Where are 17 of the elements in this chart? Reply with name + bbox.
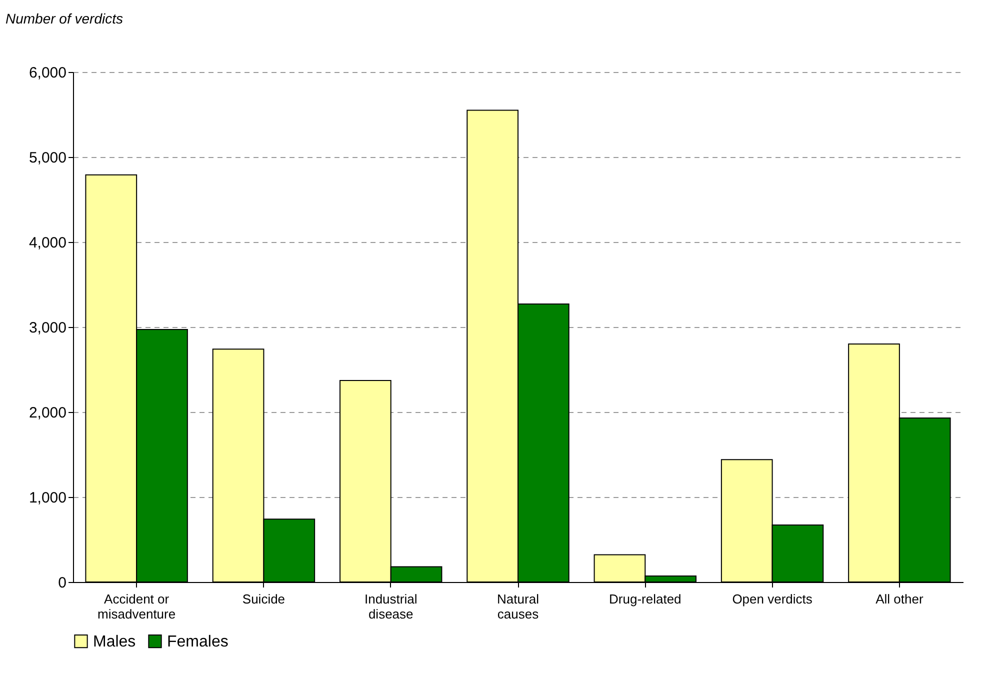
x-tick-label: Natural causes (497, 592, 540, 622)
y-tick-label: 1,000 (28, 490, 66, 506)
legend-label: Males (93, 633, 136, 650)
legend-label: Females (167, 633, 228, 650)
x-tick-label: Accident or misadventure (98, 592, 176, 622)
y-tick-label: 4,000 (28, 234, 66, 252)
y-axis-title: Number of verdicts (6, 10, 123, 26)
y-tick-label: 0 (58, 574, 66, 592)
y-tick-label: 2,000 (28, 404, 66, 422)
x-tick-label: All other (876, 592, 924, 606)
x-tick-label: Suicide (242, 592, 286, 606)
y-tick-label: 3,000 (28, 320, 66, 336)
x-tick-label: Open verdicts (732, 592, 813, 606)
y-tick-label: 5,000 (28, 150, 66, 166)
x-tick-label: Drug-related (609, 592, 682, 606)
x-tick-label: Industrial disease (364, 592, 418, 622)
y-tick-label: 6,000 (28, 64, 66, 82)
